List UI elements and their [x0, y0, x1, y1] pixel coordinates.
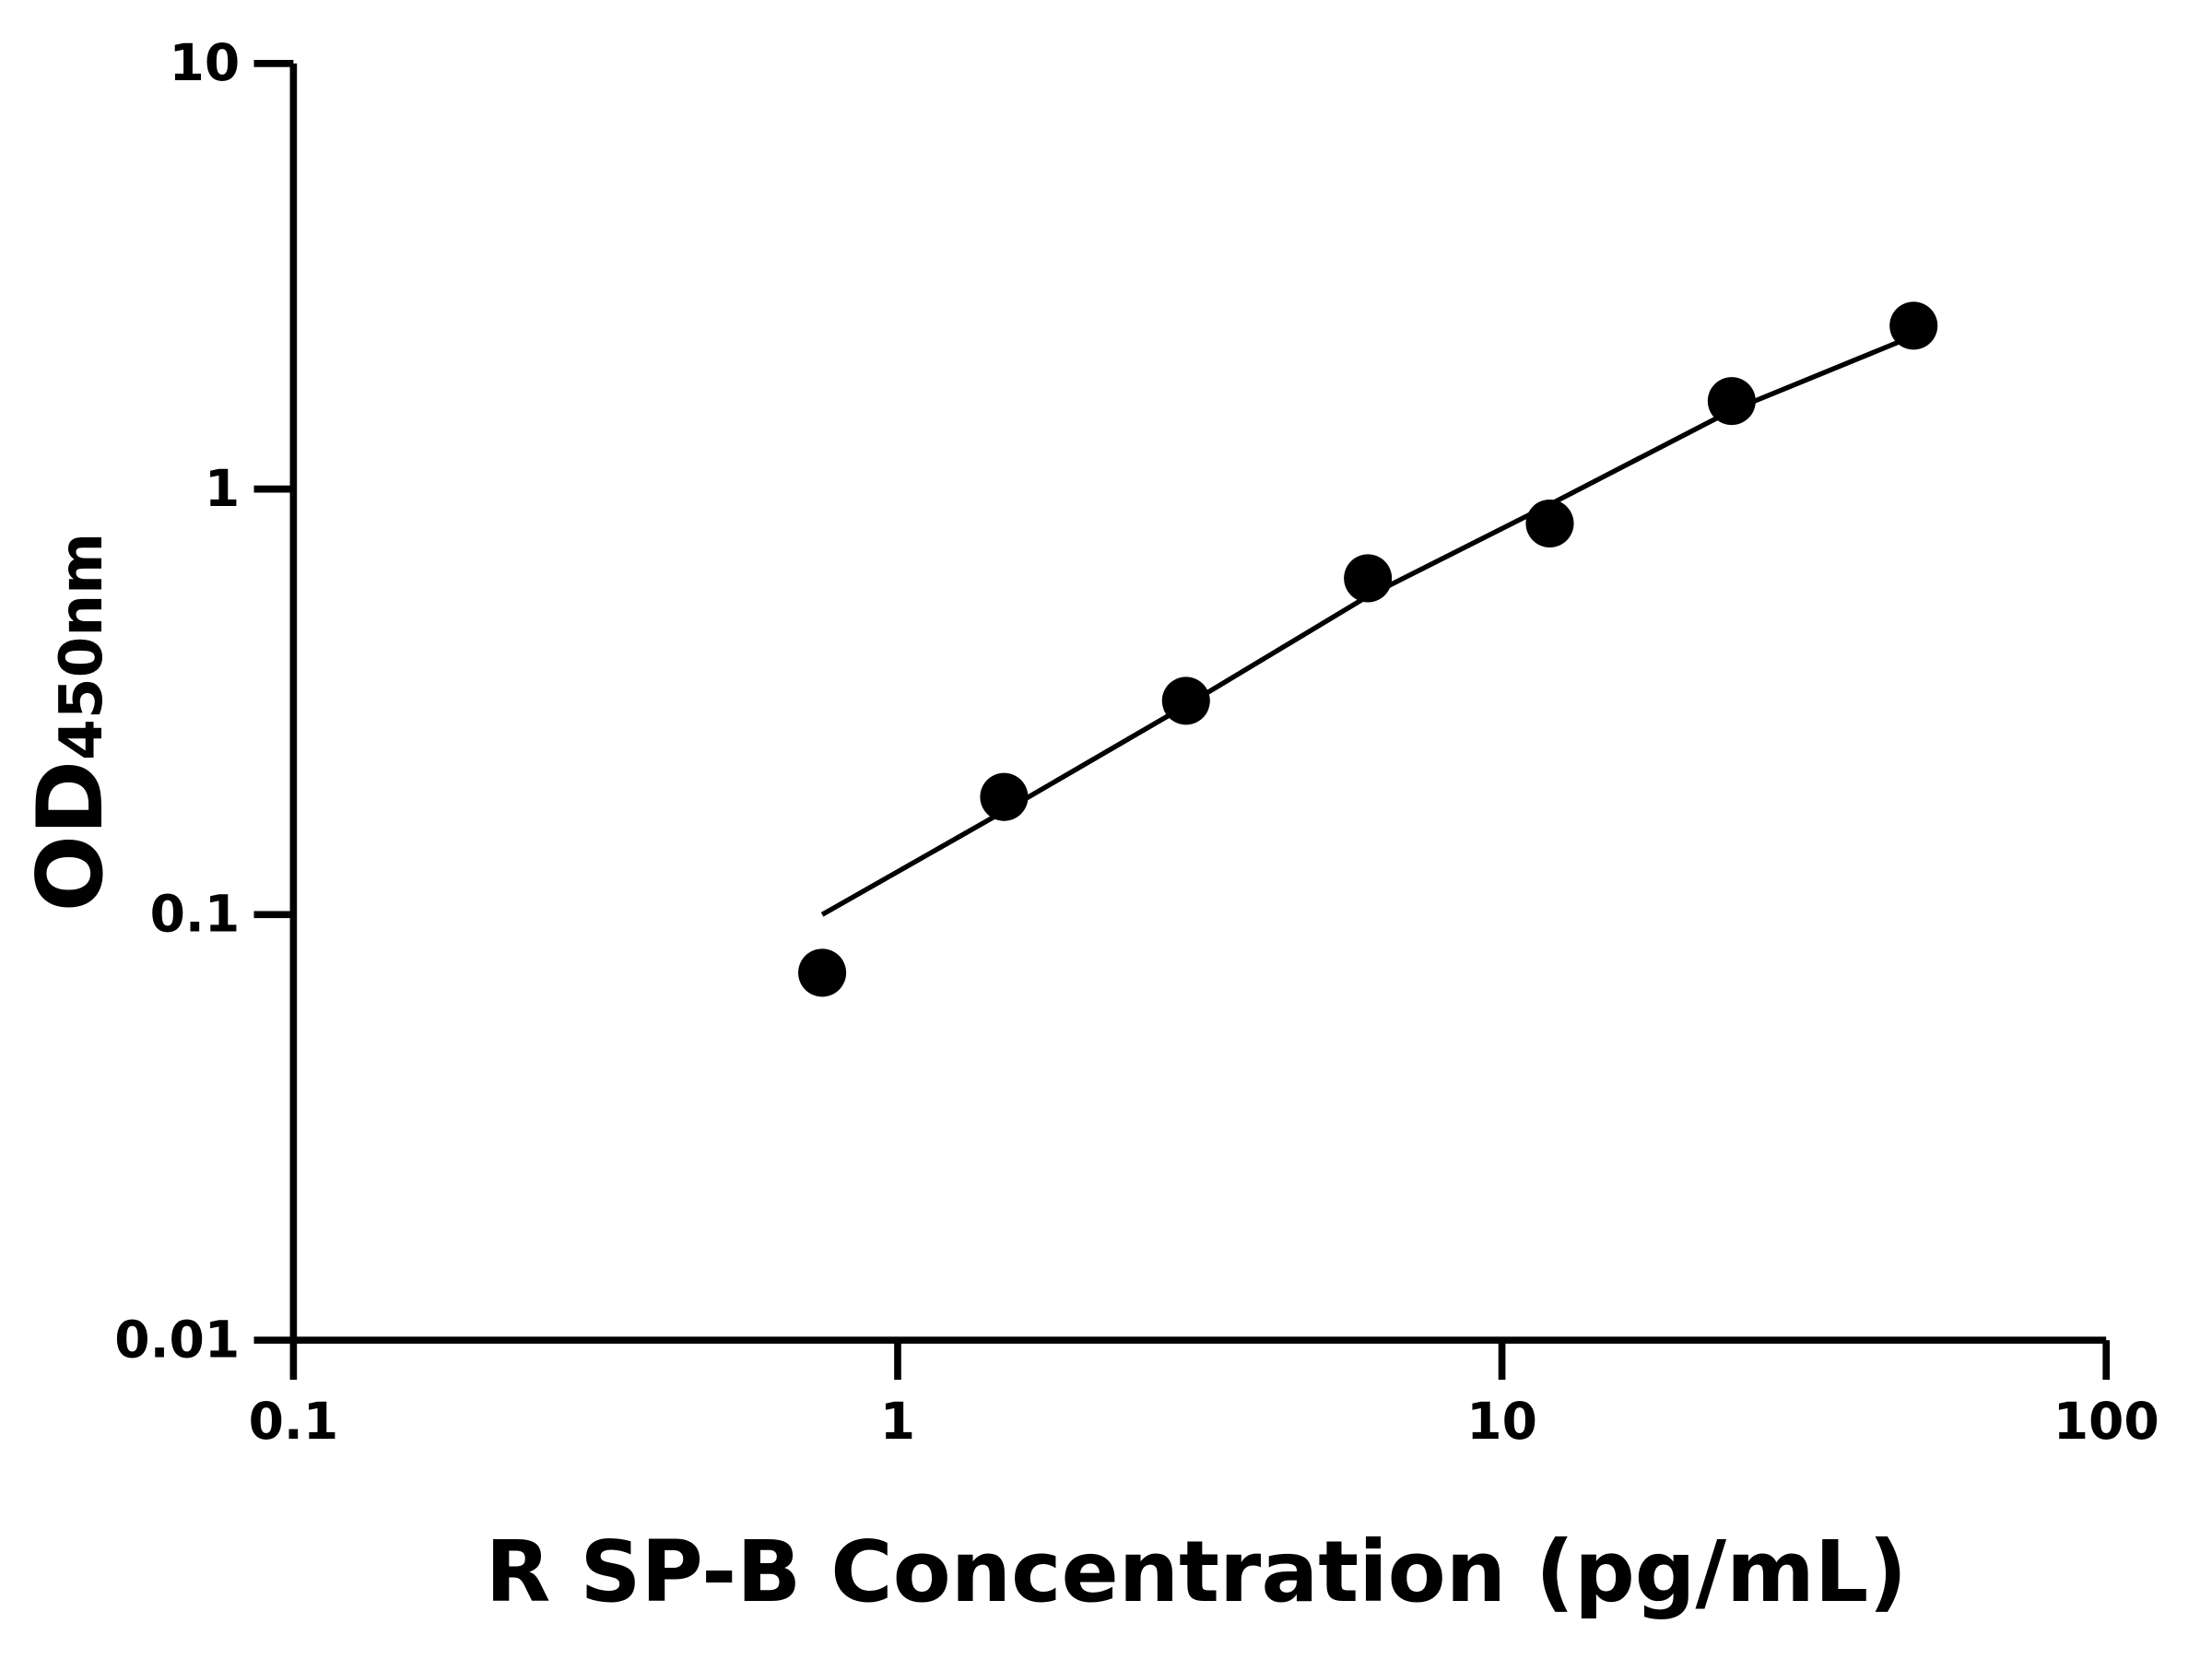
y-axis-label-main: OD: [18, 760, 124, 912]
data-point: [1525, 499, 1574, 547]
data-point: [798, 948, 847, 997]
y-axis-label: OD450nm: [18, 533, 124, 912]
x-axis-label: R SP-B Concentration (pg/mL): [486, 1523, 1908, 1621]
data-point: [1161, 677, 1210, 725]
y-tick-label: 0.1: [150, 885, 241, 944]
y-tick-label: 0.01: [114, 1310, 240, 1369]
data-point: [1707, 377, 1756, 426]
x-tick-label: 100: [2053, 1392, 2159, 1451]
data-point: [980, 772, 1029, 821]
x-tick-label: 10: [1466, 1392, 1537, 1451]
fit-curve: [820, 333, 1915, 917]
y-tick-label: 1: [205, 459, 240, 518]
y-axis-label-sub: 450nm: [47, 533, 116, 760]
x-tick-label: 0.1: [249, 1392, 339, 1451]
x-tick-label: 1: [880, 1392, 915, 1451]
data-point: [1344, 554, 1393, 603]
y-tick-label: 10: [170, 33, 241, 92]
data-point: [1889, 301, 1938, 350]
